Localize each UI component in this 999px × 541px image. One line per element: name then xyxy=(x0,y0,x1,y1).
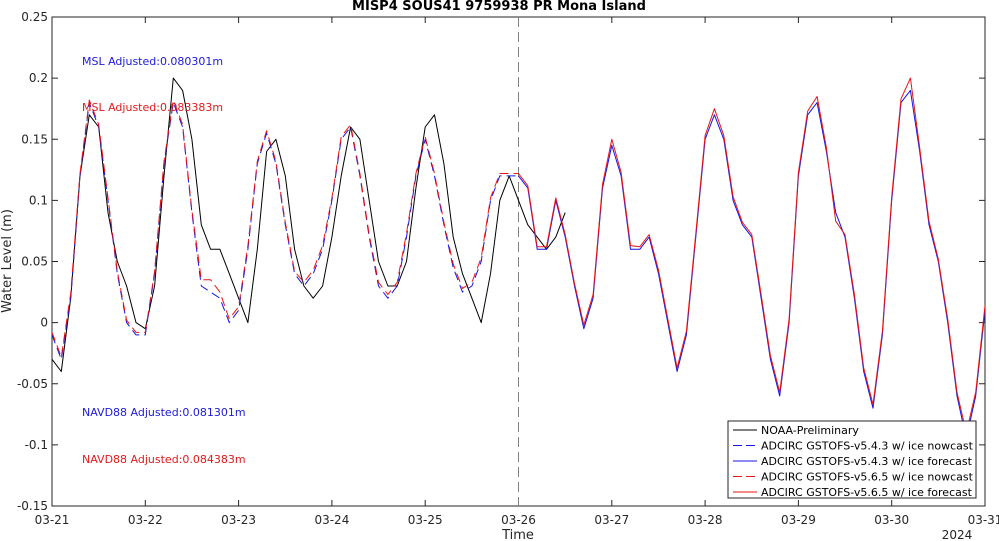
y-tick-label: 0.1 xyxy=(29,193,48,207)
series-line-adcirc-gstofs-v5-6-5-w-ice-nowcast xyxy=(51,99,519,358)
x-tick-label: 03-30 xyxy=(874,513,909,527)
adjustment-annotation: MSL Adjusted:0.080301m xyxy=(82,55,223,68)
adjustment-annotation: MSL Adjusted:0.083383m xyxy=(82,101,223,114)
series-layer xyxy=(51,77,986,440)
x-tick-label: 03-21 xyxy=(35,513,70,527)
y-tick-label: 0.05 xyxy=(21,255,48,269)
x-tick-label: 03-27 xyxy=(594,513,629,527)
y-tick-label: 0.2 xyxy=(29,71,48,85)
legend-entry: NOAA-Preliminary xyxy=(761,424,859,437)
chart-title: MISP4 SOUS41 9759938 PR Mona Island xyxy=(352,0,646,14)
x-tick-label: 03-23 xyxy=(221,513,256,527)
legend-entry: ADCIRC GSTOFS-v5.4.3 w/ ice nowcast xyxy=(761,440,974,453)
annotations-layer: MSL Adjusted:0.080301m MSL Adjusted:0.083… xyxy=(82,55,246,466)
y-axis-title: Water Level (m) xyxy=(0,209,15,313)
legend-box xyxy=(727,420,977,499)
legend: NOAA-Preliminary ADCIRC GSTOFS-v5.4.3 w/ … xyxy=(727,420,977,499)
x-tick-label: 03-28 xyxy=(688,513,723,527)
x-axis-title: Time xyxy=(501,528,534,541)
adjustment-annotation: NAVD88 Adjusted:0.081301m xyxy=(82,406,246,419)
y-tick-label: -0.05 xyxy=(17,377,48,391)
legend-entry: ADCIRC GSTOFS-v5.4.3 w/ ice forecast xyxy=(761,455,973,468)
y-tick-label: 0.25 xyxy=(21,10,48,24)
x-tick-label: 03-22 xyxy=(128,513,163,527)
x-tick-label: 03-29 xyxy=(781,513,816,527)
series-line-noaa-preliminary xyxy=(51,77,566,372)
x-tick-label: 03-25 xyxy=(408,513,443,527)
x-tick-label: 03-26 xyxy=(501,513,536,527)
series-line-adcirc-gstofs-v5-6-5-w-ice-forecast xyxy=(518,77,986,434)
adjustment-annotation: NAVD88 Adjusted:0.084383m xyxy=(82,453,246,466)
y-tick-label: 0 xyxy=(40,316,48,330)
ticks-layer: 03-21 03-22 03-23 03-24 03-25 03-26 03-27 03-28… xyxy=(17,10,999,527)
y-tick-label: -0.1 xyxy=(25,438,48,452)
x-tick-label: 03-31 xyxy=(968,513,999,527)
legend-entry: ADCIRC GSTOFS-v5.6.5 w/ ice forecast xyxy=(761,486,973,499)
legend-entry: ADCIRC GSTOFS-v5.6.5 w/ ice nowcast xyxy=(761,471,974,484)
y-tick-label: 0.15 xyxy=(21,132,48,146)
year-label: 2024 xyxy=(942,528,973,541)
x-tick-label: 03-24 xyxy=(314,513,349,527)
y-tick-label: -0.15 xyxy=(17,499,48,513)
